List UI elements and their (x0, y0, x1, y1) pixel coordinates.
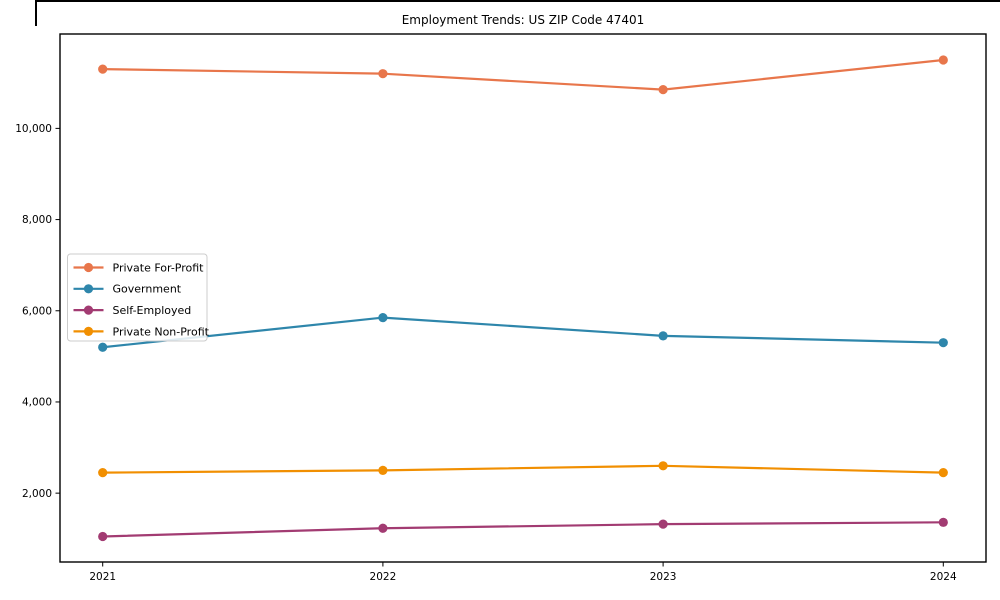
data-point-government-2021 (98, 342, 108, 352)
data-point-private-for-profit-2022 (378, 69, 388, 79)
x-axis-tick-label: 2023 (650, 571, 677, 583)
x-axis-tick-label: 2024 (930, 571, 957, 583)
data-point-self-employed-2023 (658, 519, 668, 529)
y-axis-tick-label: 2,000 (22, 488, 52, 500)
data-point-private-non-profit-2024 (938, 468, 948, 478)
y-axis-tick-label: 6,000 (22, 305, 52, 317)
x-axis-tick-label: 2021 (89, 571, 116, 583)
data-point-private-non-profit-2023 (658, 461, 668, 471)
x-axis-tick-label: 2022 (370, 571, 397, 583)
legend-swatch-marker-private-non-profit (83, 326, 94, 336)
y-axis-tick-label: 10,000 (15, 123, 52, 135)
series-line-government (101, 316, 945, 349)
data-point-self-employed-2022 (378, 523, 388, 533)
series-line-private-non-profit (101, 464, 945, 474)
legend-swatch-marker-government (83, 284, 94, 294)
window-frame-top-edge (35, 0, 1000, 2)
y-axis-tick-label: 4,000 (22, 397, 52, 409)
chart-title: Employment Trends: US ZIP Code 47401 (402, 13, 645, 27)
legend-swatch-marker-self-employed (83, 305, 94, 315)
data-point-private-for-profit-2023 (658, 85, 668, 95)
data-point-private-for-profit-2021 (98, 64, 108, 74)
series-line-private-for-profit (101, 58, 945, 91)
legend-label-self-employed: Self-Employed (113, 304, 192, 317)
y-axis-tick-label: 8,000 (22, 214, 52, 226)
window-frame-left-edge (35, 0, 37, 26)
legend-box (67, 253, 208, 342)
data-point-private-for-profit-2024 (938, 55, 948, 65)
data-point-government-2024 (938, 338, 948, 348)
legend-swatch-marker-private-for-profit (83, 262, 94, 273)
data-point-private-non-profit-2021 (98, 468, 108, 478)
legend-label-private-non-profit: Private Non-Profit (113, 325, 210, 338)
data-point-government-2023 (658, 331, 668, 341)
data-point-self-employed-2021 (98, 531, 108, 542)
data-point-self-employed-2024 (938, 517, 948, 527)
axes-spines (59, 33, 987, 563)
data-point-private-non-profit-2022 (378, 465, 388, 475)
series-line-self-employed (101, 521, 945, 538)
legend-label-government: Government (113, 283, 182, 296)
legend-label-private-for-profit: Private For-Profit (113, 261, 205, 274)
data-point-government-2022 (378, 313, 388, 323)
